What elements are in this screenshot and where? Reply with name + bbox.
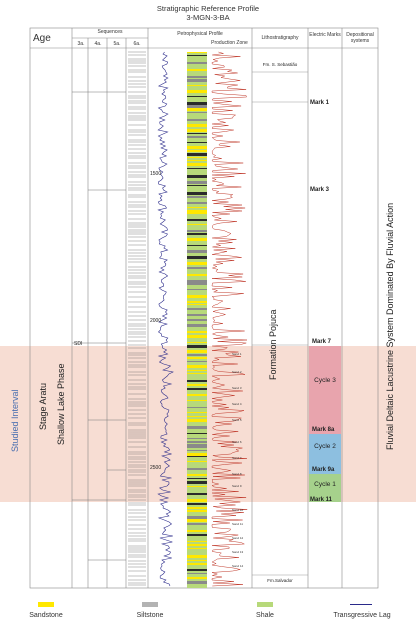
- mark-label: Mark 8a: [312, 427, 335, 433]
- legend-label: Shale: [256, 612, 274, 619]
- header-seq-4a: 4a.: [94, 41, 102, 47]
- figure-title: Stratigraphic Reference Profile: [156, 4, 260, 13]
- legend-swatch-siltstone: [142, 602, 158, 607]
- header-production-zone: Production Zone: [211, 40, 248, 46]
- production-zone-label: Sand 10: [232, 508, 244, 512]
- depositional-system-label: Fluvial Deltaic Lacustrine System Domina…: [385, 202, 395, 450]
- cycle-3-block: [309, 346, 341, 434]
- header-electric-marks: Electric Marks: [309, 32, 341, 38]
- legend-swatch-sandstone: [38, 602, 54, 607]
- production-zone-label: Sand 7: [232, 456, 242, 460]
- formation-bottom: Fm.Salvador: [267, 578, 293, 583]
- header-seq-5a: 5a.: [113, 41, 121, 47]
- header-petrophysical: Petrophysical Profile: [177, 31, 223, 37]
- depth-label: 2500: [150, 465, 162, 471]
- production-zone-label: Sand 5: [232, 418, 242, 422]
- legend-swatch-transgressive-lag: [350, 604, 372, 606]
- mark-label: Mark 11: [310, 497, 333, 503]
- studied-interval-label: Studied Interval: [10, 389, 20, 452]
- formation-top: Fm. S. Sebastião: [262, 62, 298, 67]
- production-zone-label: Sand 1: [232, 352, 242, 356]
- production-zone-label: Sand 8: [232, 472, 242, 476]
- figure-subtitle: 3-MGN-3-BA: [186, 13, 230, 22]
- mark-label: Mark 9a: [312, 467, 335, 473]
- production-zone-label: Sand 12: [232, 536, 244, 540]
- cycle-2-label: Cycle 2: [314, 443, 336, 450]
- header-age: Age: [33, 33, 51, 44]
- production-zone-label: Sand 13: [232, 550, 244, 554]
- studied-interval-band: [0, 346, 416, 502]
- stage-label: Stage Aratu: [38, 382, 48, 430]
- cycle-1-label: Cycle 1: [314, 481, 336, 488]
- production-zone-label: Sand 3: [232, 386, 242, 390]
- mark-label: Mark 7: [312, 339, 332, 345]
- formation-pojuca: Formation Pojuca: [268, 309, 278, 380]
- production-zone-label: Sand 14: [232, 564, 244, 568]
- production-zone-label: Sand 4: [232, 402, 242, 406]
- header-depositional: Depositional systems: [346, 32, 374, 44]
- production-zone-label: Sand 9: [232, 484, 242, 488]
- header-lithostratigraphy: Lithostratigraphy: [261, 35, 299, 41]
- sdi-label: SDI: [74, 341, 83, 347]
- production-zone-label: Sand 6: [232, 440, 242, 444]
- cycle-1-block: [309, 474, 341, 502]
- header-seq-6a: 6a.: [133, 41, 141, 47]
- mark-label: Mark 1: [310, 100, 330, 106]
- header-seq-3a: 3a.: [77, 41, 85, 47]
- lithology-column: [187, 52, 207, 588]
- legend-label: Sandstone: [29, 612, 63, 619]
- cycle-2-block: [309, 434, 341, 474]
- cycle-3-label: Cycle 3: [314, 377, 336, 384]
- mark-label: Mark 3: [310, 187, 330, 193]
- legend-swatch-shale: [257, 602, 273, 607]
- depth-label: 2000: [150, 318, 162, 324]
- phase-label: Shallow Lake Phase: [56, 363, 66, 445]
- production-zone-label: Sand 2: [232, 370, 242, 374]
- legend-label: Siltstone: [136, 612, 164, 619]
- header-sequences: Sequences: [97, 29, 123, 35]
- legend-label: Transgressive Lag: [333, 612, 391, 619]
- production-zone-label: Sand 11: [232, 522, 243, 526]
- depth-label: 1500: [150, 171, 162, 177]
